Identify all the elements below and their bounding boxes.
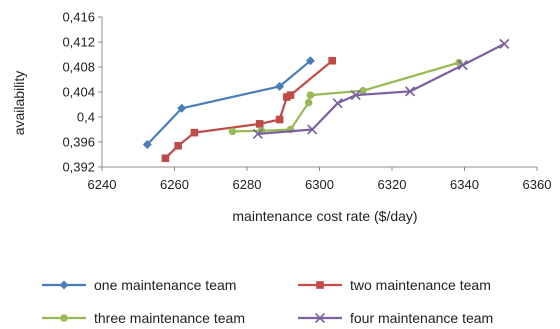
x-tick-labels: 6240 6260 6280 6300 6320 6340 6360	[88, 177, 552, 192]
data-point	[499, 38, 510, 49]
x-tick-label: 6320	[378, 177, 407, 192]
legend-label: four maintenance team	[350, 310, 493, 326]
legend-label: three maintenance team	[94, 310, 245, 326]
y-tick-label: 0,396	[62, 135, 95, 150]
data-point	[177, 103, 187, 113]
data-point	[405, 86, 416, 97]
data-point	[252, 128, 263, 139]
data-point	[174, 141, 182, 150]
x-tick-label: 6340	[450, 177, 479, 192]
y-tick-label: 0,416	[62, 10, 95, 25]
legend: one maintenance team two maintenance team…	[42, 277, 493, 326]
series-line	[257, 42, 505, 135]
data-point	[457, 60, 468, 71]
legend-item: three maintenance team	[42, 310, 245, 326]
data-point	[142, 140, 152, 149]
y-tick-label: 0,412	[62, 35, 95, 50]
series-2	[161, 56, 336, 163]
x-tick-label: 6280	[233, 177, 262, 192]
series-layer	[142, 38, 510, 163]
legend-marker	[316, 281, 324, 289]
data-point	[305, 56, 315, 66]
x-tick-label: 6260	[160, 177, 189, 192]
data-point	[306, 91, 315, 99]
legend-item: one maintenance team	[42, 277, 236, 293]
legend-item: two maintenance team	[298, 277, 491, 293]
data-point	[307, 124, 318, 135]
legend-marker	[314, 312, 326, 324]
data-point	[328, 56, 336, 65]
series-line	[232, 61, 460, 133]
legend-label: one maintenance team	[94, 277, 236, 293]
series-1	[142, 56, 315, 149]
data-point	[228, 127, 237, 136]
data-point	[359, 86, 367, 95]
legend-label: two maintenance team	[350, 277, 491, 293]
data-point	[332, 98, 343, 109]
y-tick-label: 0,392	[62, 160, 95, 175]
data-point	[255, 120, 264, 128]
legend-item: four maintenance team	[298, 310, 493, 326]
data-point	[304, 98, 313, 107]
data-point	[275, 115, 284, 124]
legend-marker	[60, 314, 68, 322]
x-axis-title: maintenance cost rate ($/day)	[232, 208, 417, 224]
data-point	[286, 91, 295, 99]
x-tick-label: 6300	[305, 177, 334, 192]
series-line	[164, 59, 333, 159]
y-tick-label: 0,404	[62, 85, 95, 100]
data-point	[161, 154, 170, 163]
data-point	[190, 128, 199, 137]
data-point	[350, 90, 361, 101]
series-line	[146, 59, 312, 146]
y-tick-label: 0,408	[62, 60, 95, 75]
axes	[98, 16, 538, 171]
x-tick-label: 6240	[88, 177, 117, 192]
legend-marker	[59, 280, 69, 290]
y-tick-labels: 0,392 0,396 0,4 0,404 0,408 0,412 0,416	[62, 10, 95, 175]
x-tick-label: 6360	[523, 177, 552, 192]
data-point	[275, 81, 285, 91]
y-axis-title: availability	[11, 71, 27, 136]
series-4	[252, 38, 510, 139]
y-tick-label: 0,4	[77, 110, 95, 125]
